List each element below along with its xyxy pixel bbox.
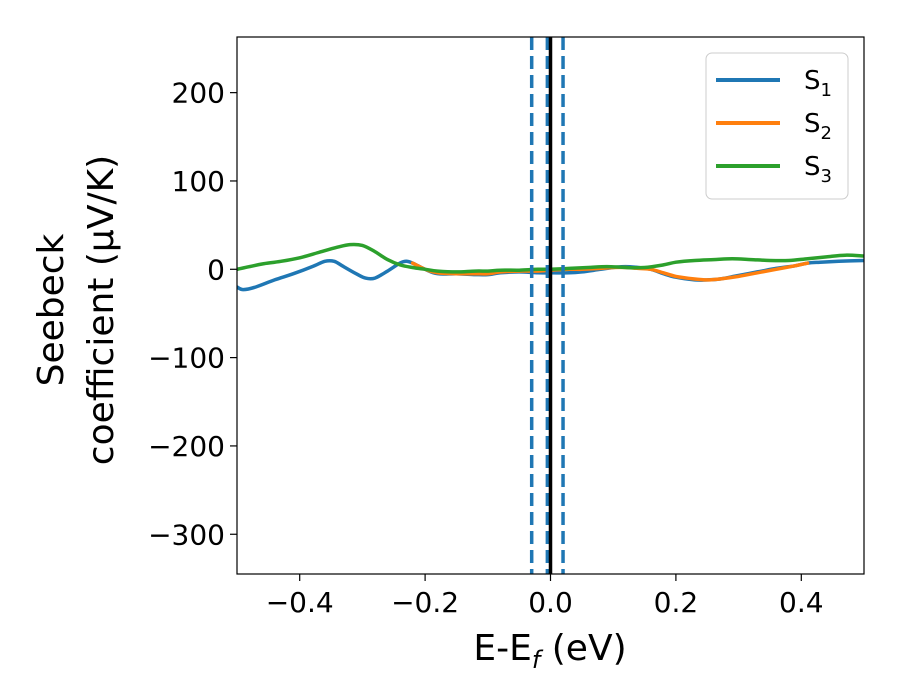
series-line-s3 xyxy=(237,242,864,274)
y-tick-label: 200 xyxy=(172,77,225,110)
legend-label-s3: S3 xyxy=(804,152,832,187)
vline-layer xyxy=(529,37,565,574)
y-axis-label-line1: Seebeck xyxy=(31,233,72,386)
y-axis-ticks: 200 100 0 −100 −200 −300 xyxy=(148,77,237,551)
y-tick-label: −200 xyxy=(148,430,225,463)
y-tick-label: −300 xyxy=(148,518,225,551)
y-axis-label-line2: coefficient (μV/K) xyxy=(81,155,122,465)
x-axis-ticks: −0.4 −0.2 0.0 0.2 0.4 xyxy=(266,574,824,619)
legend: S1 S2 S3 xyxy=(705,52,849,200)
y-tick-label: 100 xyxy=(172,165,225,198)
x-axis-label: E-Ef (eV) xyxy=(473,628,626,674)
x-tick-label: −0.2 xyxy=(391,586,459,619)
series-layer xyxy=(237,242,864,292)
legend-box xyxy=(705,52,849,200)
x-tick-label: 0.0 xyxy=(528,586,573,619)
x-tick-label: −0.4 xyxy=(266,586,334,619)
legend-label-s2: S2 xyxy=(804,109,832,144)
y-tick-label: 0 xyxy=(207,253,225,286)
legend-label-s1: S1 xyxy=(804,66,832,101)
x-tick-label: 0.2 xyxy=(654,586,699,619)
x-tick-label: 0.4 xyxy=(779,586,824,619)
y-tick-label: −100 xyxy=(148,342,225,375)
